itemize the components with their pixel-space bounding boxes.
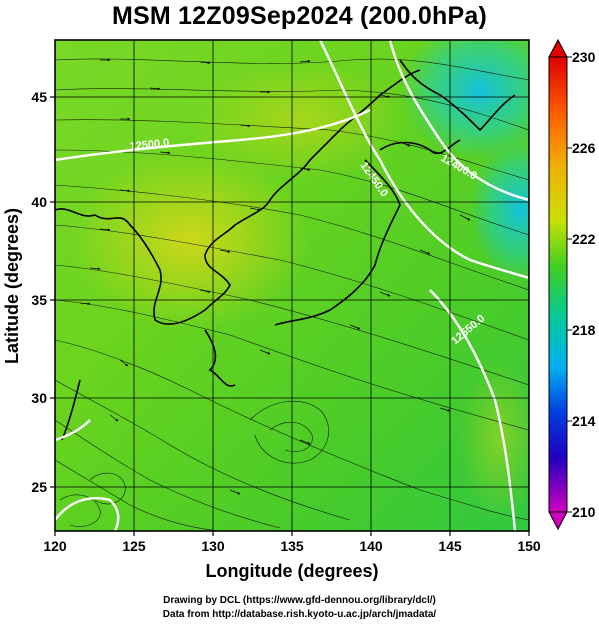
colorbar-tick-label: 214 — [572, 413, 596, 429]
colorbar-tick-label: 210 — [572, 504, 596, 520]
contour-label: 12500.0 — [129, 137, 170, 153]
colorbar-min-arrow — [548, 511, 568, 531]
colorbar-tick-label: 218 — [572, 322, 596, 338]
x-axis-title: Longitude (degrees) — [205, 561, 378, 581]
colorbar-tick-label: 222 — [572, 231, 596, 247]
map-title: MSM 12Z09Sep2024 (200.0hPa) — [111, 2, 488, 30]
y-tick-label: 45 — [31, 89, 47, 105]
colorbar-tick-label: 226 — [572, 140, 596, 156]
x-tick-label: 145 — [438, 538, 462, 554]
temperature-field: 12500.0 12450.0 12400.0 12550.0 — [55, 40, 529, 531]
x-tick-label: 120 — [43, 538, 67, 554]
colorbar: 230 226 222 218 214 210 — [548, 38, 596, 531]
x-tick-label: 135 — [280, 538, 304, 554]
y-tick-label: 30 — [31, 390, 47, 406]
x-tick-label: 125 — [122, 538, 146, 554]
y-tick-label: 25 — [31, 479, 47, 495]
tick-marks — [50, 96, 530, 536]
credit-drawing: Drawing by DCL (https://www.gfd-dennou.o… — [163, 595, 436, 606]
y-tick-labels: 25 30 35 40 45 — [31, 89, 47, 495]
y-axis-title: Latitude (degrees) — [2, 208, 22, 364]
colorbar-max-arrow — [548, 38, 568, 58]
y-tick-label: 40 — [31, 194, 47, 210]
x-tick-label: 130 — [201, 538, 225, 554]
wind-streamlines — [55, 58, 529, 531]
graticule — [55, 40, 529, 531]
y-tick-label: 35 — [31, 292, 47, 308]
colorbar-tick-label: 230 — [572, 49, 596, 65]
x-tick-label: 140 — [359, 538, 383, 554]
x-tick-labels: 120 125 130 135 140 145 150 — [43, 538, 541, 554]
wind-arrows — [79, 58, 471, 495]
colorbar-scale — [548, 56, 568, 513]
x-tick-label: 150 — [517, 538, 541, 554]
credit-data-source: Data from http://database.rish.kyoto-u.a… — [162, 609, 437, 620]
